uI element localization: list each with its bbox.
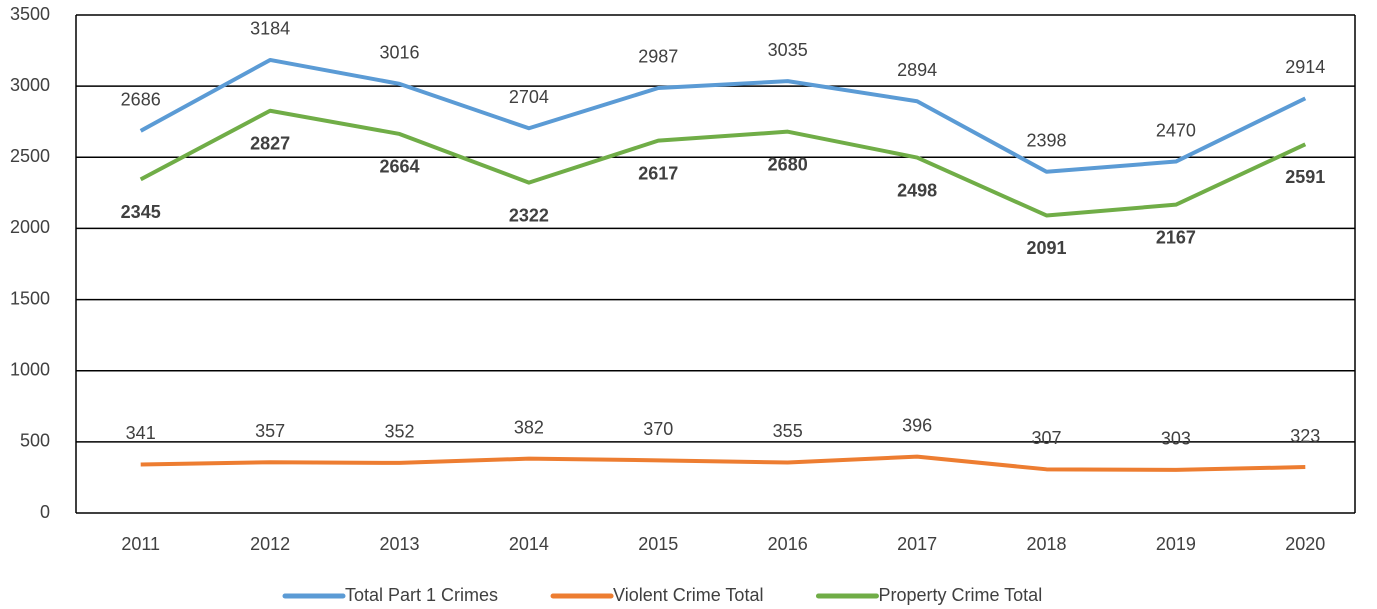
y-tick-label: 3000: [10, 75, 50, 95]
legend-label: Total Part 1 Crimes: [345, 585, 498, 605]
x-tick-label: 2014: [509, 534, 549, 554]
series-line: [140, 454, 1306, 472]
data-label: 2498: [897, 180, 937, 200]
x-tick-label: 2018: [1026, 534, 1066, 554]
data-label: 2664: [379, 157, 419, 177]
x-tick-label: 2012: [250, 534, 290, 554]
y-tick-label: 1000: [10, 359, 50, 379]
data-label: 2704: [509, 87, 549, 107]
series-line: [139, 57, 1307, 174]
y-tick-label: 0: [40, 502, 50, 522]
data-label: 2827: [250, 134, 290, 154]
y-tick-label: 1500: [10, 288, 50, 308]
data-label: 323: [1290, 426, 1320, 446]
data-label: 2322: [509, 205, 549, 225]
data-label: 2894: [897, 60, 937, 80]
data-label: 2680: [768, 154, 808, 174]
data-label: 341: [126, 423, 156, 443]
data-label: 2398: [1026, 131, 1066, 151]
y-tick-label: 2000: [10, 217, 50, 237]
x-tick-label: 2011: [121, 534, 160, 554]
data-label: 355: [773, 421, 803, 441]
x-tick-label: 2020: [1285, 534, 1325, 554]
data-label: 2470: [1156, 120, 1196, 140]
data-label: 2345: [121, 202, 161, 222]
data-label: 2091: [1026, 238, 1066, 258]
data-label: 2914: [1285, 57, 1325, 77]
data-label: 396: [902, 415, 932, 435]
data-label: 2686: [121, 90, 161, 110]
data-label: 2617: [638, 163, 678, 183]
y-tick-label: 2500: [10, 146, 50, 166]
legend-label: Violent Crime Total: [613, 585, 763, 605]
x-tick-label: 2013: [379, 534, 419, 554]
data-label: 352: [384, 422, 414, 442]
data-label: 3184: [250, 19, 290, 39]
data-label: 357: [255, 421, 285, 441]
y-tick-label: 500: [20, 431, 50, 451]
data-label: 307: [1031, 428, 1061, 448]
data-label: 2987: [638, 47, 678, 67]
x-tick-label: 2017: [897, 534, 937, 554]
x-tick-label: 2016: [768, 534, 808, 554]
data-label: 2167: [1156, 227, 1196, 247]
legend-label: Property Crime Total: [878, 585, 1042, 605]
data-label: 3035: [768, 40, 808, 60]
data-label: 303: [1161, 429, 1191, 449]
y-tick-label: 3500: [10, 4, 50, 24]
x-tick-label: 2015: [638, 534, 678, 554]
data-label: 370: [643, 419, 673, 439]
data-label: 382: [514, 417, 544, 437]
data-label: 2591: [1285, 167, 1325, 187]
data-label: 3016: [379, 43, 419, 63]
x-tick-label: 2019: [1156, 534, 1196, 554]
series-line: [139, 108, 1307, 218]
